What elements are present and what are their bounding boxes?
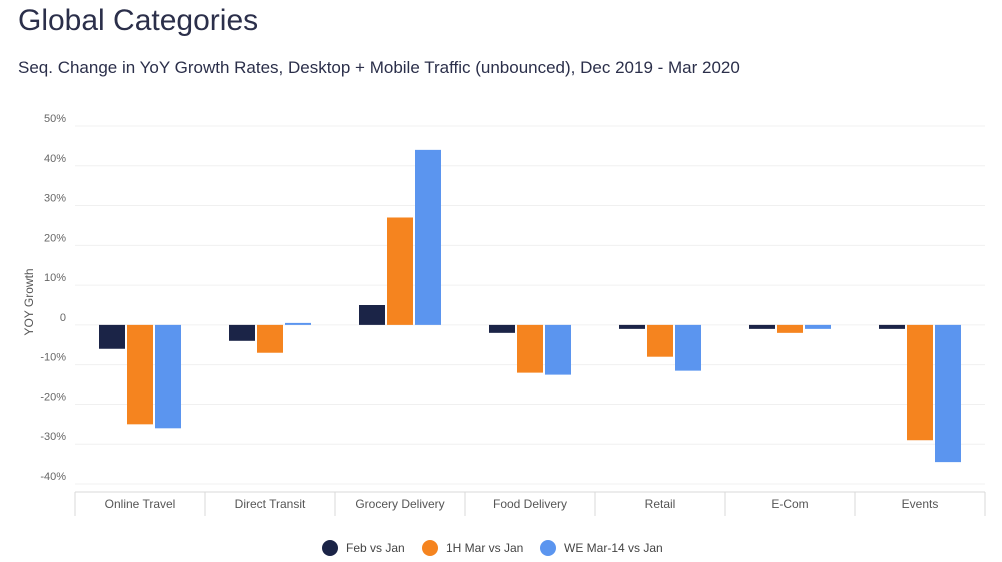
y-tick-label: 50%	[44, 113, 66, 125]
y-axis-label: YOY Growth	[22, 268, 36, 335]
bar	[749, 324, 775, 329]
chart-subtitle: Seq. Change in YoY Growth Rates, Desktop…	[18, 58, 740, 77]
bar	[489, 324, 515, 333]
y-tick-label: -10%	[40, 352, 66, 364]
bar	[517, 324, 543, 373]
bar	[879, 324, 905, 329]
bar	[155, 324, 181, 429]
y-tick-label: -30%	[40, 431, 66, 443]
y-axis-ticks: 50% 40% 30% 20% 10% 0 -10% -20% -30% -40%	[40, 113, 66, 483]
bar	[99, 324, 125, 349]
x-tick-label: Retail	[645, 497, 676, 511]
bar	[257, 324, 283, 353]
bar	[907, 324, 933, 441]
bar	[777, 324, 803, 333]
y-tick-label: 10%	[44, 272, 66, 284]
x-tick-label: E-Com	[771, 497, 808, 511]
y-tick-label: 0	[60, 312, 66, 324]
x-axis: Online Travel Direct Transit Grocery Deliv…	[74, 491, 986, 516]
bar	[359, 305, 385, 325]
legend-marker	[540, 540, 556, 556]
x-tick-label: Food Delivery	[493, 497, 567, 511]
bar	[387, 217, 413, 325]
legend: Feb vs Jan 1H Mar vs Jan WE Mar-14 vs Jan	[322, 540, 663, 556]
bar	[647, 324, 673, 357]
bar	[415, 149, 441, 325]
legend-label: Feb vs Jan	[346, 541, 405, 555]
legend-label: WE Mar-14 vs Jan	[564, 541, 663, 555]
y-tick-label: 30%	[44, 193, 66, 205]
chart-title: Global Categories	[18, 4, 259, 37]
x-tick-label: Events	[902, 497, 939, 511]
bar	[127, 324, 153, 425]
legend-marker	[422, 540, 438, 556]
y-tick-label: -40%	[40, 471, 66, 483]
legend-marker	[322, 540, 338, 556]
x-tick-label: Direct Transit	[235, 497, 306, 511]
x-tick-label: Grocery Delivery	[355, 497, 444, 511]
y-tick-label: 20%	[44, 232, 66, 244]
bar	[675, 324, 701, 371]
bar	[285, 322, 311, 325]
bar	[935, 324, 961, 463]
grid-lines	[75, 125, 985, 485]
legend-label: 1H Mar vs Jan	[446, 541, 523, 555]
bars	[99, 149, 961, 463]
y-tick-label: 40%	[44, 153, 66, 165]
bar	[229, 324, 255, 341]
y-tick-label: -20%	[40, 391, 66, 403]
x-tick-label: Online Travel	[105, 497, 176, 511]
bar	[545, 324, 571, 375]
bar	[805, 324, 831, 329]
bar	[619, 324, 645, 329]
